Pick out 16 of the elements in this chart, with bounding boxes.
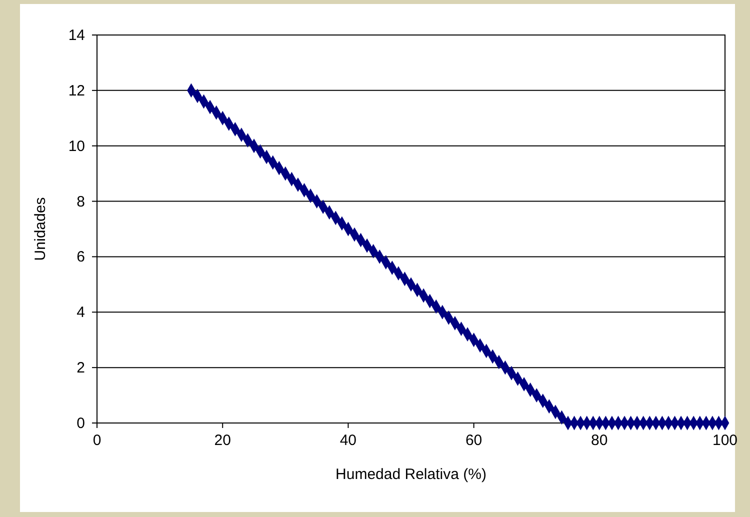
x-tick-label: 0 [92, 432, 102, 449]
x-axis-title: Humedad Relativa (%) [336, 466, 486, 483]
y-axis-title: Unidades [32, 197, 49, 261]
y-tick-label: 8 [76, 193, 85, 210]
y-tick-label: 14 [68, 27, 85, 44]
x-tick-label: 100 [712, 432, 738, 449]
y-tick-label: 4 [76, 304, 85, 322]
y-tick-label: 2 [76, 360, 85, 377]
x-tick-label: 60 [465, 432, 482, 449]
y-tick-label: 12 [68, 82, 85, 100]
x-tick-label: 40 [340, 432, 357, 449]
y-tick-label: 0 [76, 415, 85, 432]
x-tick-label: 80 [591, 432, 608, 449]
y-tick-label: 10 [68, 138, 85, 155]
x-tick-label: 20 [214, 432, 231, 449]
y-tick-label: 6 [76, 248, 85, 266]
